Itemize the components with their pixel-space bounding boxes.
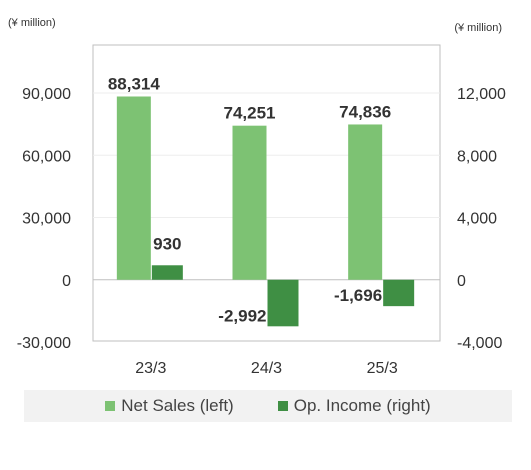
- legend-item-net-sales: Net Sales (left): [105, 396, 234, 416]
- x-tick-label: 23/3: [135, 360, 166, 377]
- op-income-bar: [267, 279, 299, 327]
- data-labels: 88,314 930 74,251 -2,992 74,836 -1,696: [108, 74, 391, 325]
- x-axis: 23/3 24/3 25/3: [135, 360, 398, 377]
- right-tick-label: 8,000: [457, 148, 497, 165]
- net-sales-data-label: 74,836: [339, 102, 391, 121]
- net-sales-data-label: 74,251: [224, 104, 276, 123]
- left-axis-unit: (¥ million): [8, 17, 56, 29]
- legend-label-net-sales: Net Sales (left): [121, 396, 234, 415]
- net-sales-bar: [116, 96, 151, 280]
- x-tick-label: 24/3: [251, 360, 282, 377]
- legend: Net Sales (left) Op. Income (right): [24, 390, 512, 422]
- legend-swatch-op-income: [277, 401, 288, 411]
- op-income-data-label: 930: [153, 234, 181, 253]
- bars: [116, 96, 415, 327]
- x-tick-label: 25/3: [367, 360, 398, 377]
- net-sales-bar: [232, 125, 267, 280]
- op-income-bar: [383, 279, 415, 307]
- left-tick-label: 90,000: [22, 86, 71, 103]
- legend-item-op-income: Op. Income (right): [277, 396, 431, 416]
- right-tick-label: 0: [457, 273, 466, 290]
- op-income-bar: [151, 265, 183, 280]
- right-tick-label: 12,000: [457, 86, 506, 103]
- op-income-data-label: -1,696: [334, 286, 382, 305]
- plot-area: [92, 44, 441, 342]
- right-axis-unit: (¥ million): [454, 22, 502, 34]
- legend-label-op-income: Op. Income (right): [293, 396, 431, 415]
- net-sales-bar: [348, 124, 383, 280]
- right-tick-label: 4,000: [457, 211, 497, 228]
- left-tick-label: 60,000: [22, 148, 71, 165]
- legend-swatch-net-sales: [105, 401, 116, 411]
- left-tick-label: 0: [62, 273, 71, 290]
- right-axis: 12,000 8,000 4,000 0 -4,000: [457, 86, 506, 352]
- op-income-data-label: -2,992: [218, 306, 266, 325]
- left-tick-label: -30,000: [17, 335, 71, 352]
- left-axis: 90,000 60,000 30,000 0 -30,000: [17, 86, 71, 352]
- right-tick-label: -4,000: [457, 335, 502, 352]
- left-tick-label: 30,000: [22, 211, 71, 228]
- net-sales-data-label: 88,314: [108, 74, 161, 93]
